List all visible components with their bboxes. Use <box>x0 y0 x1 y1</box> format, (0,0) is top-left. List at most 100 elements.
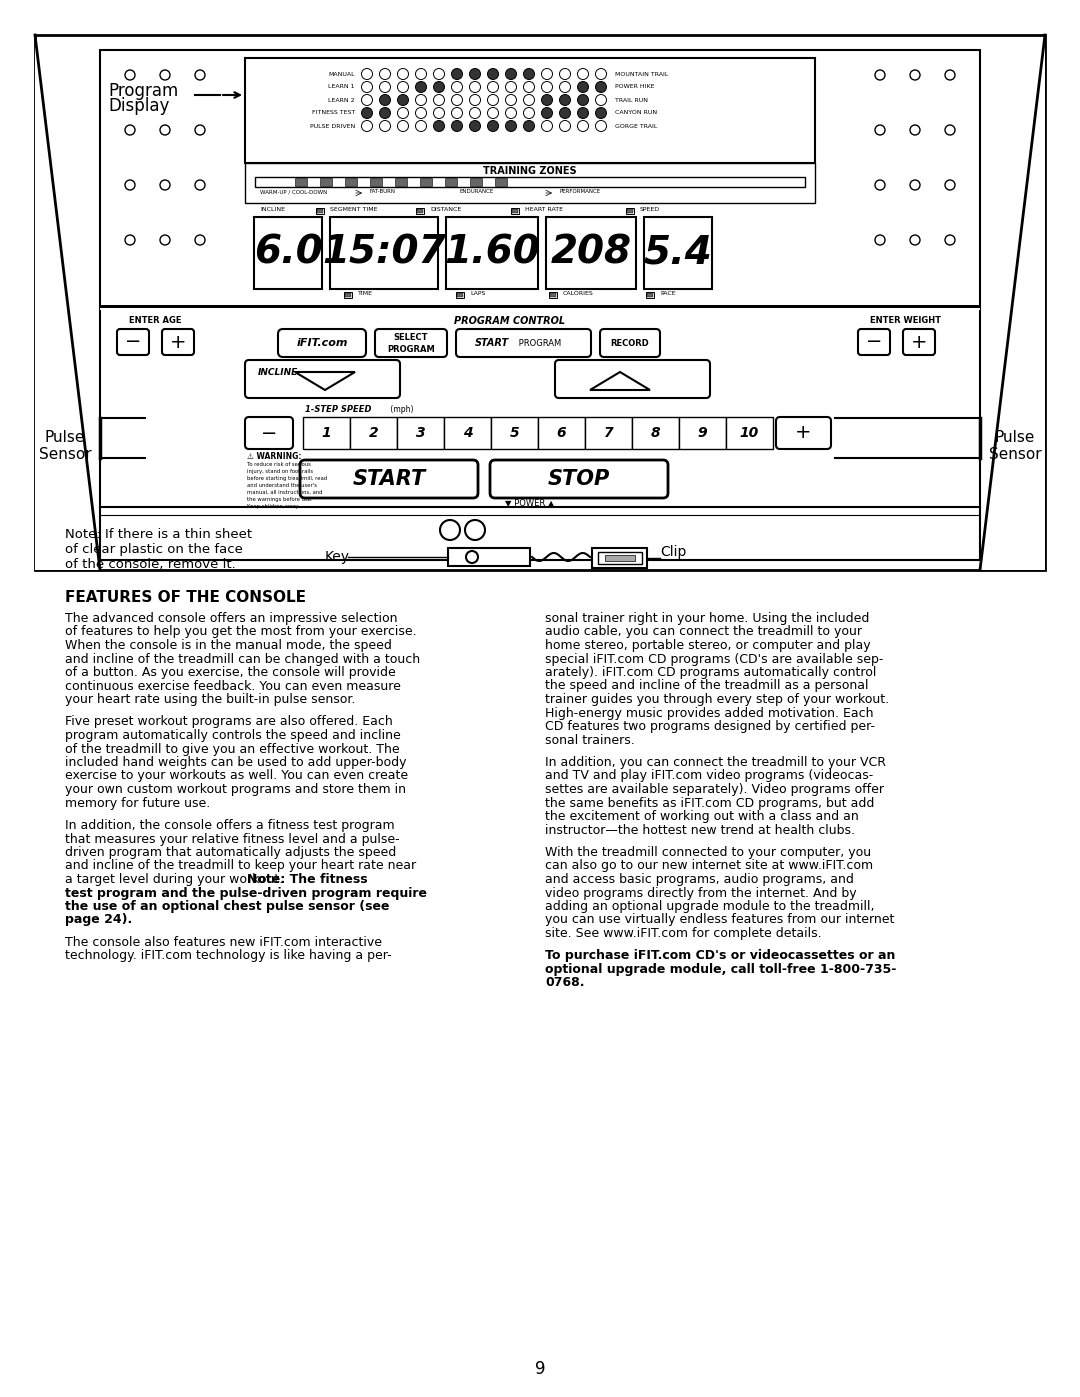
Circle shape <box>470 95 481 106</box>
Circle shape <box>451 95 462 106</box>
Circle shape <box>524 120 535 131</box>
Circle shape <box>416 68 427 80</box>
Text: SELECT: SELECT <box>394 334 429 342</box>
Bar <box>395 177 407 186</box>
Text: FITNESS TEST: FITNESS TEST <box>312 110 355 116</box>
Bar <box>448 548 530 566</box>
Text: can also go to our new internet site at www.iFIT.com: can also go to our new internet site at … <box>545 859 873 873</box>
Circle shape <box>160 180 170 190</box>
Bar <box>370 177 382 186</box>
Text: When the console is in the manual mode, the speed: When the console is in the manual mode, … <box>65 638 392 652</box>
Text: +: + <box>795 423 811 443</box>
Text: CD features two programs designed by certified per-: CD features two programs designed by cer… <box>545 719 875 733</box>
Text: −: − <box>125 332 141 352</box>
Circle shape <box>578 68 589 80</box>
Bar <box>416 208 424 214</box>
Circle shape <box>487 108 499 119</box>
Circle shape <box>416 81 427 92</box>
Circle shape <box>125 124 135 136</box>
Circle shape <box>433 81 445 92</box>
Text: START: START <box>352 469 426 489</box>
Text: ENTER AGE: ENTER AGE <box>129 316 181 326</box>
Text: Pulse
Sensor: Pulse Sensor <box>39 430 92 462</box>
Bar <box>626 208 634 214</box>
Circle shape <box>505 120 516 131</box>
Text: 2: 2 <box>368 426 378 440</box>
Circle shape <box>875 235 885 244</box>
Text: Pulse
Sensor: Pulse Sensor <box>988 430 1041 462</box>
Text: video programs directly from the internet. And by: video programs directly from the interne… <box>545 887 856 900</box>
Circle shape <box>505 108 516 119</box>
Bar <box>245 163 815 203</box>
Bar <box>320 177 332 186</box>
Circle shape <box>160 235 170 244</box>
FancyBboxPatch shape <box>278 330 366 358</box>
Bar <box>632 416 679 448</box>
Circle shape <box>440 520 460 541</box>
Text: TIME: TIME <box>357 291 373 296</box>
Text: your own custom workout programs and store them in: your own custom workout programs and sto… <box>65 782 406 796</box>
Circle shape <box>875 70 885 80</box>
Bar <box>330 217 438 289</box>
Circle shape <box>595 81 607 92</box>
Bar <box>345 292 352 298</box>
Bar <box>303 416 350 448</box>
Circle shape <box>595 95 607 106</box>
Circle shape <box>433 95 445 106</box>
Text: In addition, the console offers a fitness test program: In addition, the console offers a fitnes… <box>65 819 394 833</box>
Text: and incline of the treadmill can be changed with a touch: and incline of the treadmill can be chan… <box>65 652 420 665</box>
Text: your heart rate using the built-in pulse sensor.: your heart rate using the built-in pulse… <box>65 693 355 705</box>
Circle shape <box>945 70 955 80</box>
Text: instructor—the hottest new trend at health clubs.: instructor—the hottest new trend at heal… <box>545 823 855 837</box>
Text: 0768.: 0768. <box>545 977 584 989</box>
Circle shape <box>945 180 955 190</box>
Circle shape <box>416 108 427 119</box>
Bar <box>445 177 457 186</box>
Text: FAT-BURN: FAT-BURN <box>370 189 396 194</box>
Text: LEARN 1: LEARN 1 <box>328 84 355 89</box>
Bar <box>345 293 351 298</box>
Circle shape <box>397 95 408 106</box>
Circle shape <box>195 70 205 80</box>
Circle shape <box>362 108 373 119</box>
FancyBboxPatch shape <box>245 360 400 398</box>
Bar <box>647 293 653 298</box>
Circle shape <box>433 68 445 80</box>
Circle shape <box>470 68 481 80</box>
Bar <box>316 208 324 214</box>
Text: SEGMENT TIME: SEGMENT TIME <box>330 207 378 212</box>
FancyBboxPatch shape <box>300 460 478 497</box>
Circle shape <box>559 81 570 92</box>
Text: (mph): (mph) <box>388 405 414 414</box>
Text: Five preset workout programs are also offered. Each: Five preset workout programs are also of… <box>65 715 393 728</box>
FancyBboxPatch shape <box>600 330 660 358</box>
Circle shape <box>451 81 462 92</box>
Circle shape <box>451 108 462 119</box>
Text: −: − <box>866 332 882 352</box>
Text: Note: If there is a thin sheet
of clear plastic on the face
of the console, remo: Note: If there is a thin sheet of clear … <box>65 528 252 571</box>
Text: the use of an optional chest pulse sensor (see: the use of an optional chest pulse senso… <box>65 900 390 914</box>
Text: −: − <box>260 423 278 443</box>
Text: PROGRAM CONTROL: PROGRAM CONTROL <box>455 316 566 326</box>
Text: The console also features new iFIT.com interactive: The console also features new iFIT.com i… <box>65 936 382 949</box>
Text: the warnings before use.: the warnings before use. <box>247 497 312 502</box>
Text: Program: Program <box>108 82 178 101</box>
Text: WARM-UP / COOL-DOWN: WARM-UP / COOL-DOWN <box>260 189 327 194</box>
Circle shape <box>470 81 481 92</box>
Text: To purchase iFIT.com CD's or videocassettes or an: To purchase iFIT.com CD's or videocasset… <box>545 950 895 963</box>
Circle shape <box>195 180 205 190</box>
Circle shape <box>595 108 607 119</box>
Circle shape <box>470 120 481 131</box>
Bar <box>605 555 635 562</box>
Circle shape <box>379 120 391 131</box>
Text: GORGE TRAIL: GORGE TRAIL <box>615 123 658 129</box>
Text: To reduce risk of serious: To reduce risk of serious <box>247 462 311 467</box>
Text: optional upgrade module, call toll-free 1-800-735-: optional upgrade module, call toll-free … <box>545 963 896 977</box>
Circle shape <box>559 108 570 119</box>
Circle shape <box>541 120 553 131</box>
Text: site. See www.iFIT.com for complete details.: site. See www.iFIT.com for complete deta… <box>545 928 822 940</box>
Text: trainer guides you through every step of your workout.: trainer guides you through every step of… <box>545 693 889 705</box>
Text: Clip: Clip <box>660 545 687 559</box>
Text: ▼ POWER ▲: ▼ POWER ▲ <box>505 497 555 507</box>
Bar <box>491 416 538 448</box>
